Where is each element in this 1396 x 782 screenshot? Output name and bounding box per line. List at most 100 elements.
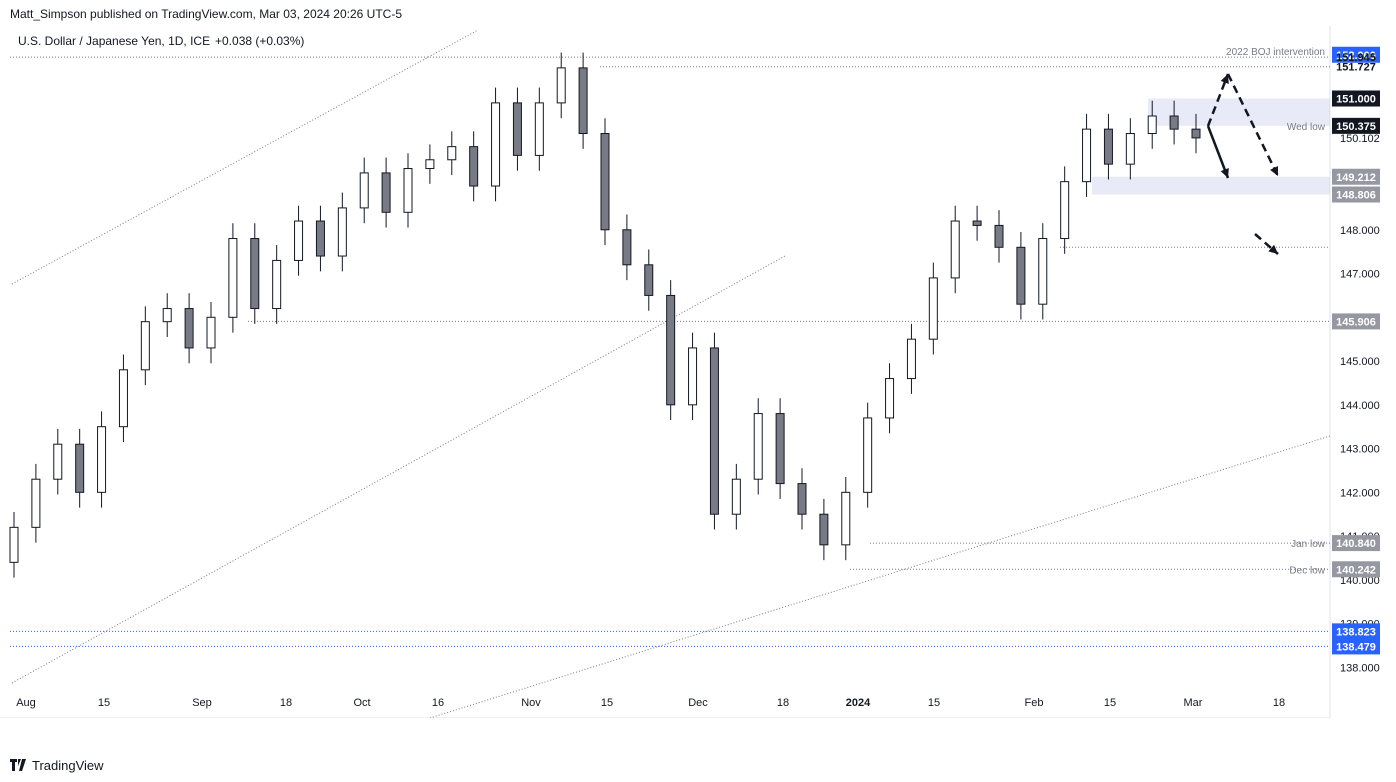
candle-body (250, 238, 260, 310)
candle (206, 301, 216, 364)
price-badge-bg (1332, 46, 1380, 63)
x-tick-label: Oct (353, 697, 370, 709)
trendline-2 (429, 435, 1331, 718)
candle (250, 223, 260, 324)
candle-body (1147, 115, 1157, 135)
chart-svg[interactable]: U.S. Dollar / Japanese Yen, 1D, ICE +0.03… (0, 26, 1396, 718)
x-tick-label: 2024 (846, 697, 871, 709)
candle-body (1038, 238, 1048, 305)
arrow-down-short-head (1220, 168, 1229, 178)
candle (1060, 166, 1070, 254)
candle (315, 205, 325, 272)
x-tick-label: 15 (98, 697, 110, 709)
candle (972, 205, 982, 241)
chart-container[interactable]: U.S. Dollar / Japanese Yen, 1D, ICE +0.03… (0, 26, 1396, 718)
price-badge-label: 140.840 (1336, 538, 1376, 550)
candle-body (841, 491, 851, 546)
candle (731, 463, 741, 530)
y-tick-label: 138.000 (1340, 662, 1380, 674)
arrow-down-short (1206, 125, 1230, 179)
candle-body (315, 220, 325, 257)
x-tick-label: Nov (521, 697, 541, 709)
candle-body (622, 229, 632, 266)
candle (994, 210, 1004, 263)
x-tick-label: 18 (280, 697, 292, 709)
candle-body (140, 321, 150, 371)
x-tick-label: Aug (16, 697, 36, 709)
candle-body (666, 294, 676, 406)
candle (140, 306, 150, 386)
candle-body (906, 338, 916, 380)
candle-body (206, 316, 216, 349)
candle-body (118, 369, 128, 428)
candle-body (950, 220, 960, 279)
price-badge-label: 151.945 (1336, 52, 1376, 64)
arrow-up-head (1220, 74, 1229, 84)
candle (1191, 113, 1201, 154)
candle-body (1082, 128, 1092, 183)
candle (666, 280, 676, 421)
arrow-down-long-head (1270, 166, 1278, 176)
price-badge-bg (1332, 561, 1380, 578)
candle-body (403, 168, 413, 213)
candle (885, 363, 895, 434)
price-badge-label: 150.375 (1336, 121, 1376, 133)
candle-body (556, 67, 566, 104)
y-tick-label: 142.000 (1340, 487, 1380, 499)
candle-body (9, 526, 19, 563)
x-tick-label: 16 (432, 697, 444, 709)
y-tick-label: 145.000 (1340, 356, 1380, 368)
price-badge-bg (1332, 638, 1380, 655)
candle-body (75, 443, 85, 493)
candle (1147, 100, 1157, 149)
arrow-down-extension (1254, 233, 1279, 255)
price-badge-label: 151.000 (1336, 94, 1376, 106)
trendline-1 (11, 255, 786, 684)
candle (534, 87, 544, 171)
candle (294, 205, 304, 276)
price-badge-bg (1332, 168, 1380, 185)
price-badge-bg (1332, 117, 1380, 134)
candle (753, 398, 763, 495)
candle-body (775, 413, 785, 485)
publisher-header: Matt_Simpson published on TradingView.co… (10, 7, 402, 21)
candle (184, 293, 194, 364)
x-tick-label: Mar (1184, 697, 1203, 709)
candle (709, 332, 719, 530)
candle-body (709, 347, 719, 515)
y-tick-label: 148.000 (1340, 225, 1380, 237)
candle (118, 354, 128, 443)
candle (447, 131, 457, 176)
candle (841, 477, 851, 561)
candle-body (928, 277, 938, 340)
y-tick-label: 150.102 (1340, 133, 1380, 145)
price-badge-label: 151.727 (1336, 62, 1376, 74)
x-tick-label: Sep (192, 697, 212, 709)
candle-body (753, 413, 763, 480)
candle (359, 157, 369, 224)
candle-body (534, 102, 544, 156)
plot-background (0, 26, 1396, 718)
candle-body (1191, 128, 1201, 139)
candle (950, 205, 960, 294)
candle-body (644, 264, 654, 296)
candle (578, 52, 588, 149)
candle-body (162, 308, 172, 323)
chart-change: +0.038 (+0.03%) (215, 34, 304, 48)
candle (797, 468, 807, 530)
candle-body (53, 443, 63, 480)
candle-body (359, 172, 369, 209)
candle-body (885, 378, 895, 419)
x-tick-label: Feb (1025, 697, 1044, 709)
candle (928, 262, 938, 355)
arrow-down-extension-shaft (1254, 233, 1279, 255)
y-tick-label: 147.000 (1340, 269, 1380, 281)
candle (491, 87, 501, 202)
price-badge-label: 138.479 (1336, 641, 1376, 653)
price-badge-label: 149.212 (1336, 172, 1376, 184)
x-tick-label: 15 (928, 697, 940, 709)
candle (688, 332, 698, 421)
candle-body (1125, 133, 1135, 165)
arrow-down-extension-head (1268, 244, 1278, 254)
candle-body (381, 172, 391, 213)
